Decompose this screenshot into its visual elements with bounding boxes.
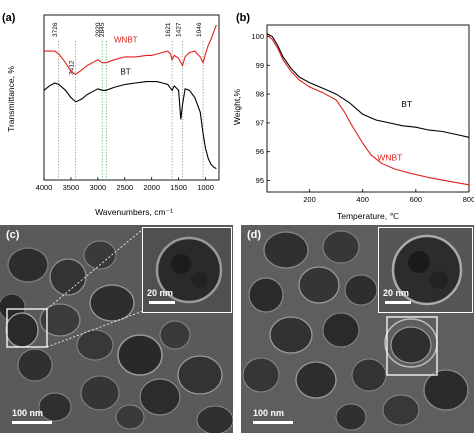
ftir-peak-label: 1046 — [196, 22, 203, 37]
tga-y-tick-label: 97 — [256, 118, 264, 127]
tga-y-axis-label: Weight,% — [232, 88, 242, 125]
ftir-y-axis-label: Transmittance, % — [6, 66, 16, 132]
tga-y-tick-label: 99 — [256, 61, 264, 70]
tem-d-zoom-box — [386, 316, 438, 376]
tga-series-wnbt — [266, 34, 470, 186]
tga-x-tick-label: 400 — [356, 195, 369, 204]
tga-plot-frame — [266, 24, 470, 193]
tem-d-inset-scale-bar — [385, 301, 411, 304]
tga-x-tick-label: 200 — [303, 195, 316, 204]
ftir-series-wnbt — [44, 24, 217, 75]
ftir-plot-frame — [43, 14, 220, 181]
ftir-peak-label: 1621 — [165, 22, 172, 37]
tem-d-scale-label: 100 nm — [253, 408, 285, 418]
ftir-x-tick-label: 2500 — [116, 183, 133, 192]
tga-series-bt — [266, 33, 470, 138]
panel-d-label: (d) — [247, 229, 262, 241]
ftir-x-tick-label: 1500 — [170, 183, 187, 192]
tga-y-tick-label: 96 — [256, 147, 264, 156]
ftir-x-tick-label: 3000 — [90, 183, 107, 192]
ftir-x-tick-label: 1000 — [197, 183, 214, 192]
tga-y-tick-label: 98 — [256, 90, 264, 99]
tem-d-inset: 20 nm — [378, 227, 473, 313]
ftir-legend-bt: BT — [120, 67, 130, 76]
tga-chart: (b) 200 400 600 800 95 96 97 98 99 100 BT WNBT Temp… — [232, 12, 474, 221]
ftir-peak-label: 2920 — [95, 22, 102, 37]
tem-c-inset-scale-bar — [149, 301, 175, 304]
tem-c-zoom-box — [6, 308, 48, 348]
ftir-x-tick-label: 4000 — [36, 183, 53, 192]
tga-legend-wnbt: WNBT — [377, 152, 402, 162]
tem-c-inset-scale-label: 20 nm — [147, 288, 174, 298]
ftir-legend-wnbt: WNBT — [114, 35, 138, 44]
tem-c-scale-bar — [12, 421, 52, 424]
panel-c-label: (c) — [6, 229, 20, 241]
ftir-peak-label: 3726 — [52, 22, 59, 37]
ftir-peak-label: 1427 — [176, 22, 183, 37]
panel-a-label: (a) — [2, 12, 16, 24]
tga-x-tick-label: 600 — [410, 195, 423, 204]
tga-x-axis-label: Temperature, ℃ — [337, 211, 399, 221]
tem-d-scale-bar — [253, 421, 293, 424]
ftir-x-axis-label: Wavenumbers, cm⁻¹ — [95, 207, 173, 217]
ftir-peak-label: 3412 — [69, 60, 76, 75]
tem-d-particles — [241, 225, 474, 433]
tga-legend-bt: BT — [401, 99, 412, 109]
tem-c-scale-label: 100 nm — [12, 408, 44, 418]
tem-c-inset: 20 nm — [142, 227, 232, 313]
ftir-x-tick-label: 3500 — [63, 183, 80, 192]
ftir-series-bt — [43, 81, 217, 170]
tem-image-c: 20 nm (c) 100 nm — [0, 225, 233, 433]
tga-y-tick-label: 95 — [256, 176, 264, 185]
tga-y-tick-label: 100 — [251, 32, 264, 41]
tem-image-d: 20 nm (d) 100 nm — [241, 225, 474, 433]
tga-x-tick-label: 800 — [463, 195, 474, 204]
tem-d-inset-scale-label: 20 nm — [383, 288, 410, 298]
ftir-peak-label: 2845 — [99, 22, 106, 37]
panel-b-label: (b) — [236, 12, 250, 24]
ftir-x-tick-label: 2000 — [143, 183, 160, 192]
